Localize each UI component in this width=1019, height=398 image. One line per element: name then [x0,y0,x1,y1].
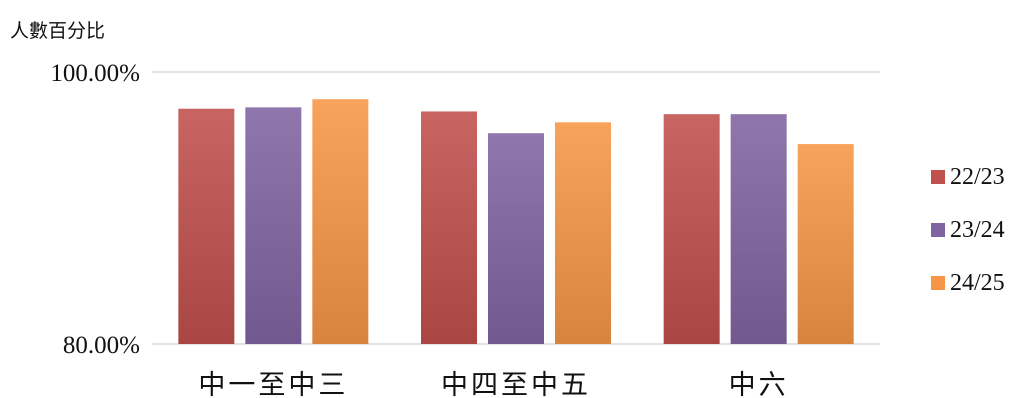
y-tick-label: 80.00% [63,332,140,359]
x-category-label: 中六 [729,370,789,398]
y-tick-label: 100.00% [50,60,140,87]
legend-swatch [931,170,945,184]
bar-24-25-1 [312,99,369,344]
bar-22-23-3 [663,114,720,344]
bar-22-23-1 [178,108,235,344]
legend-label: 24/25 [950,270,1005,296]
bar-24-25-3 [797,144,854,344]
bar-22-23-2 [421,111,477,344]
legend-swatch [931,276,945,290]
bar-23-24-3 [730,114,787,344]
bar-23-24-2 [488,133,544,344]
legend-swatch [931,223,945,237]
legend-label: 23/24 [950,217,1005,243]
bar-23-24-1 [245,107,302,344]
x-category-label: 中四至中五 [441,370,591,398]
legend-label: 22/23 [950,164,1005,190]
bar-24-25-2 [555,122,611,344]
y-axis-label: 人數百分比 [10,20,105,42]
x-category-label: 中一至中三 [198,370,348,398]
